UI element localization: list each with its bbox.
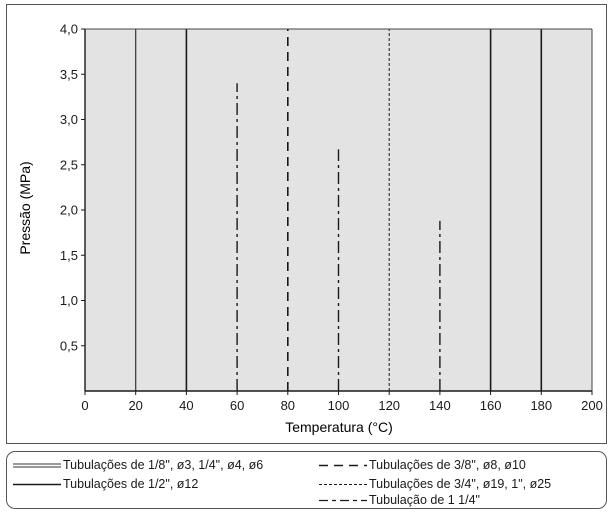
x-tick-label: 120: [378, 398, 400, 413]
x-tick-label: 100: [328, 398, 350, 413]
legend-line-solid: [13, 483, 61, 486]
x-tick-label: 140: [429, 398, 451, 413]
x-tick-label: 180: [530, 398, 552, 413]
x-tick-label: 20: [128, 398, 142, 413]
legend-label: Tubulações de 3/4", ø19, 1", ø25: [369, 477, 552, 491]
legend-label: Tubulações de 1/2", ø12: [63, 477, 199, 491]
y-tick-label: 2,5: [60, 157, 78, 172]
y-tick-label: 0,5: [60, 338, 78, 353]
legend-line-dashed: [319, 464, 367, 467]
y-tick-label: 1,0: [60, 293, 78, 308]
x-tick-label: 40: [179, 398, 193, 413]
legend-item-dash-dot: Tubulação de 1 1/4": [313, 492, 603, 508]
plot-area: [85, 29, 592, 391]
y-tick-label: 3,0: [60, 112, 78, 127]
y-tick-label: 1,5: [60, 248, 78, 263]
legend-item-dotted: Tubulações de 3/4", ø19, 1", ø25: [313, 476, 603, 492]
legend-label: Tubulações de 3/8", ø8, ø10: [369, 458, 526, 472]
legend-item-dashed: Tubulações de 3/8", ø8, ø10: [313, 457, 603, 473]
x-tick-label: 80: [281, 398, 295, 413]
x-axis-title: Temperatura (°C): [285, 419, 393, 435]
legend-label: Tubulações de 1/8", ø3, 1/4", ø4, ø6: [63, 458, 264, 472]
legend-item-double: Tubulações de 1/8", ø3, 1/4", ø4, ø6: [11, 457, 311, 473]
y-tick-label: 4,0: [60, 22, 78, 37]
y-axis-title: Pressão (MPa): [17, 161, 33, 254]
x-tick-label: 160: [480, 398, 502, 413]
y-tick-label: 2,0: [60, 203, 78, 218]
legend-label: Tubulação de 1 1/4": [369, 493, 480, 507]
legend-item-solid: Tubulações de 1/2", ø12: [11, 476, 311, 492]
x-tick-label: 200: [581, 398, 603, 413]
legend-line-double: [13, 463, 61, 468]
legend-line-dash-dot: [319, 499, 367, 502]
y-tick-label: 3,5: [60, 67, 78, 82]
x-tick-label: 60: [230, 398, 244, 413]
x-tick-label: 0: [81, 398, 88, 413]
chart: Pressão (MPa) Temperatura (°C) 0 20 40 60 80…: [17, 22, 603, 436]
legend-line-dotted: [319, 484, 367, 485]
chart-frame: [6, 4, 607, 444]
legend: Tubulações de 1/8", ø3, 1/4", ø4, ø6 Tub…: [6, 451, 607, 509]
